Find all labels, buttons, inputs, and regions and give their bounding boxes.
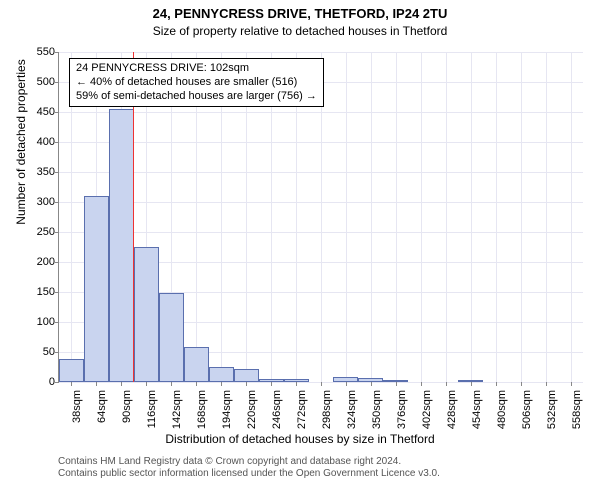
x-tick-label: 532sqm: [546, 388, 558, 429]
x-tick-mark: [471, 382, 472, 386]
y-tick-label: 550: [37, 46, 59, 58]
x-tick-mark: [396, 382, 397, 386]
footer-line-1: Contains HM Land Registry data © Crown c…: [58, 456, 440, 468]
x-tick-mark: [71, 382, 72, 386]
x-tick-mark: [96, 382, 97, 386]
annotation-box: 24 PENNYCRESS DRIVE: 102sqm← 40% of deta…: [69, 58, 324, 107]
gridline: [371, 52, 372, 382]
gridline: [446, 52, 447, 382]
x-tick-mark: [346, 382, 347, 386]
x-tick-mark: [321, 382, 322, 386]
gridline: [421, 52, 422, 382]
x-tick-label: 376sqm: [396, 388, 408, 429]
x-tick-mark: [571, 382, 572, 386]
histogram-bar: [234, 369, 259, 382]
x-tick-mark: [221, 382, 222, 386]
histogram-bar: [458, 380, 483, 382]
x-tick-mark: [496, 382, 497, 386]
chart-title: 24, PENNYCRESS DRIVE, THETFORD, IP24 2TU: [0, 6, 600, 21]
y-tick-label: 400: [37, 136, 59, 148]
footer-line-2: Contains public sector information licen…: [58, 468, 440, 480]
annotation-line: 59% of semi-detached houses are larger (…: [76, 90, 317, 104]
x-tick-label: 298sqm: [321, 388, 333, 429]
x-tick-label: 324sqm: [346, 388, 358, 429]
y-tick-label: 300: [37, 196, 59, 208]
x-tick-label: 168sqm: [196, 388, 208, 429]
x-tick-mark: [121, 382, 122, 386]
x-tick-label: 506sqm: [521, 388, 533, 429]
histogram-bar: [84, 196, 109, 382]
x-tick-mark: [196, 382, 197, 386]
plot-area: 05010015020025030035040045050055038sqm64…: [58, 52, 583, 383]
y-axis-label: Number of detached properties: [14, 0, 28, 307]
histogram-bar: [259, 379, 284, 382]
x-tick-label: 272sqm: [296, 388, 308, 429]
x-tick-label: 428sqm: [446, 388, 458, 429]
x-tick-mark: [246, 382, 247, 386]
histogram-bar: [383, 380, 408, 382]
y-tick-label: 500: [37, 76, 59, 88]
histogram-bar: [159, 293, 184, 382]
gridline: [571, 52, 572, 382]
y-tick-label: 350: [37, 166, 59, 178]
y-tick-label: 200: [37, 256, 59, 268]
histogram-bar: [109, 109, 134, 382]
x-tick-mark: [296, 382, 297, 386]
histogram-bar: [333, 377, 358, 382]
y-tick-label: 100: [37, 316, 59, 328]
histogram-bar: [209, 367, 234, 382]
gridline: [496, 52, 497, 382]
x-tick-label: 90sqm: [121, 388, 133, 423]
x-tick-label: 402sqm: [421, 388, 433, 429]
x-tick-label: 38sqm: [71, 388, 83, 423]
y-tick-label: 450: [37, 106, 59, 118]
histogram-bar: [59, 359, 84, 382]
x-tick-mark: [271, 382, 272, 386]
annotation-line: 24 PENNYCRESS DRIVE: 102sqm: [76, 62, 317, 76]
x-tick-mark: [146, 382, 147, 386]
x-tick-mark: [521, 382, 522, 386]
x-tick-mark: [446, 382, 447, 386]
x-tick-label: 64sqm: [96, 388, 108, 423]
x-tick-label: 220sqm: [246, 388, 258, 429]
x-tick-mark: [171, 382, 172, 386]
y-tick-label: 150: [37, 286, 59, 298]
chart-subtitle: Size of property relative to detached ho…: [0, 24, 600, 38]
x-tick-mark: [421, 382, 422, 386]
footer-attribution: Contains HM Land Registry data © Crown c…: [58, 456, 440, 480]
histogram-bar: [134, 247, 159, 382]
x-tick-label: 350sqm: [371, 388, 383, 429]
gridline: [521, 52, 522, 382]
histogram-bar: [184, 347, 209, 382]
y-tick-label: 250: [37, 226, 59, 238]
x-tick-label: 142sqm: [171, 388, 183, 429]
x-tick-label: 194sqm: [221, 388, 233, 429]
histogram-bar: [284, 379, 309, 382]
x-tick-mark: [546, 382, 547, 386]
x-axis-label: Distribution of detached houses by size …: [0, 432, 600, 446]
gridline: [546, 52, 547, 382]
x-tick-label: 480sqm: [496, 388, 508, 429]
x-tick-label: 454sqm: [471, 388, 483, 429]
x-tick-label: 246sqm: [271, 388, 283, 429]
gridline: [396, 52, 397, 382]
gridline: [471, 52, 472, 382]
x-tick-mark: [371, 382, 372, 386]
histogram-bar: [358, 378, 383, 382]
annotation-line: ← 40% of detached houses are smaller (51…: [76, 76, 317, 90]
chart-root: 24, PENNYCRESS DRIVE, THETFORD, IP24 2TU…: [0, 0, 600, 500]
x-tick-label: 558sqm: [571, 388, 583, 429]
x-tick-label: 116sqm: [146, 388, 158, 428]
y-tick-label: 0: [49, 376, 59, 388]
gridline: [346, 52, 347, 382]
y-tick-label: 50: [43, 346, 59, 358]
